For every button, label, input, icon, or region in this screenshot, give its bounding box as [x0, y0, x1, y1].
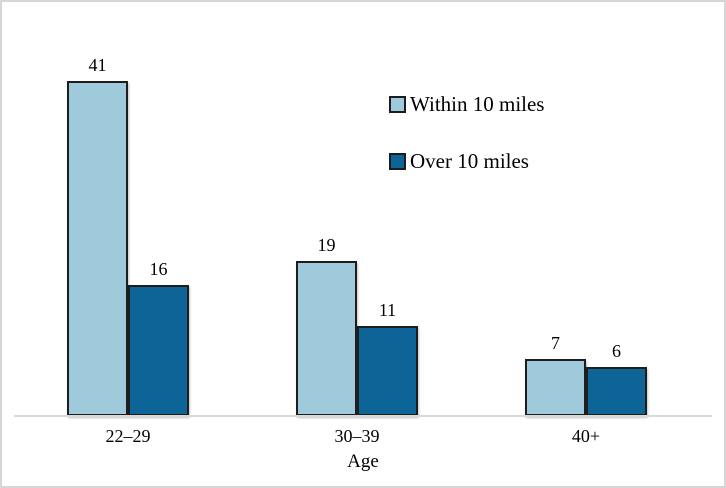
value-label: 7	[551, 333, 560, 353]
value-label: 16	[149, 259, 168, 279]
value-label: 6	[612, 341, 621, 361]
value-label: 19	[317, 235, 336, 255]
x-axis-line	[14, 415, 712, 417]
bar-over-10-miles-30-39	[357, 326, 418, 416]
legend-swatch-icon	[389, 153, 406, 170]
legend-swatch-icon	[389, 96, 406, 113]
value-label: 11	[378, 300, 397, 320]
legend-item-over-10-miles: Over 10 miles	[389, 147, 544, 176]
bar-within-10-miles-30-39	[296, 261, 357, 416]
bar-over-10-miles-40+	[586, 367, 647, 416]
legend-item-within-10-miles: Within 10 miles	[389, 90, 544, 119]
x-axis-tick-label: 22–29	[105, 426, 151, 446]
legend-label: Within 10 miles	[410, 92, 545, 116]
legend-label: Over 10 miles	[410, 149, 529, 173]
bar-within-10-miles-22-29	[67, 81, 128, 416]
bar-within-10-miles-40+	[525, 359, 586, 416]
legend: Within 10 miles Over 10 miles	[389, 90, 544, 176]
x-axis-title: Age	[347, 451, 379, 472]
bar-over-10-miles-22-29	[128, 285, 189, 416]
value-label: 41	[88, 55, 107, 75]
x-axis-tick-label: 40+	[571, 426, 601, 446]
x-axis-tick-label: 30–39	[334, 426, 380, 446]
